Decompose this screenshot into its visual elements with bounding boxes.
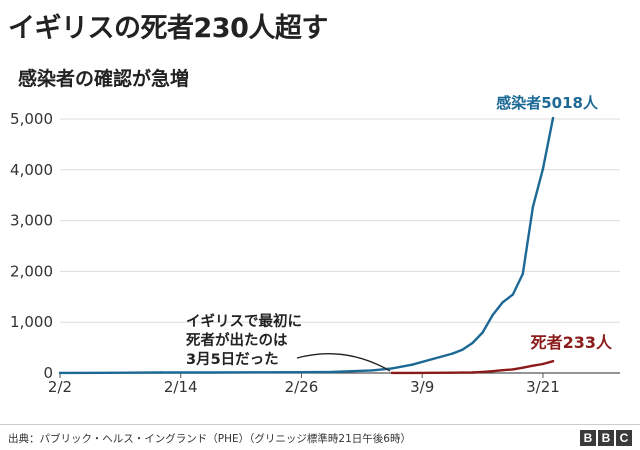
data-point-cases: [390, 367, 394, 370]
data-point-deaths: [541, 362, 545, 366]
data-point-deaths: [471, 371, 474, 374]
data-point-deaths: [511, 368, 514, 371]
data-point-deaths: [461, 371, 464, 374]
bbc-logo-block: B: [580, 430, 596, 446]
y-tick-label: 4,000: [10, 161, 53, 179]
data-point-cases: [330, 370, 333, 374]
x-tick-label: 2/26: [285, 378, 319, 396]
y-tick-label: 3,000: [10, 212, 53, 230]
data-point-cases: [451, 352, 454, 355]
y-tick-label: 0: [43, 364, 53, 382]
x-tick-label: 3/9: [410, 378, 434, 396]
data-point-cases: [461, 348, 464, 351]
bbc-logo: B B C: [580, 430, 632, 446]
data-point-deaths: [491, 370, 494, 373]
data-point-deaths: [481, 370, 484, 374]
data-point-deaths: [521, 366, 524, 369]
data-point-cases: [521, 272, 524, 276]
series-line-cases: [58, 116, 555, 375]
data-point-deaths: [551, 360, 555, 363]
y-tick-label: 5,000: [10, 110, 53, 128]
bbc-logo-block: B: [598, 430, 614, 446]
x-tick-label: 3/21: [526, 378, 560, 396]
annotation-text: 死者が出たのは: [186, 331, 288, 349]
data-point-cases: [159, 371, 162, 374]
data-point-cases: [209, 371, 213, 374]
series-label-deaths: 死者233人: [531, 333, 613, 352]
data-point-cases: [491, 313, 494, 317]
data-point-cases: [260, 371, 263, 374]
data-point-cases: [481, 331, 484, 334]
annotation-text: イギリスで最初に: [186, 312, 302, 330]
data-point-cases: [431, 357, 434, 361]
line-chart: 0 1,000 2,000 3,000 4,000 5,000 2/2 2/14 2/26 3/9…: [10, 94, 620, 396]
data-point-cases: [531, 205, 535, 209]
annotation-text: 3月5日だった: [186, 351, 279, 368]
footer-divider: [0, 424, 640, 425]
series-label-cases: 感染者5018人: [496, 94, 599, 112]
series-line-deaths: [390, 360, 555, 375]
data-point-cases: [410, 363, 414, 366]
data-point-cases: [541, 167, 545, 171]
data-point-cases: [370, 369, 374, 372]
data-point-deaths: [451, 371, 454, 374]
x-tick-label: 2/2: [48, 378, 72, 396]
data-point-cases: [58, 371, 62, 375]
chart-title: イギリスの死者230人超す: [8, 13, 328, 44]
data-point-deaths: [531, 364, 535, 367]
data-point-cases: [109, 371, 112, 374]
data-point-cases: [300, 371, 303, 374]
annotation-arrow: [296, 353, 391, 372]
data-point-deaths: [501, 369, 504, 372]
source-note: 出典：パブリック・ヘルス・イングランド（PHE）（グリニッジ標準時21日午後6時…: [8, 433, 411, 445]
x-tick-label: 2/14: [164, 378, 198, 396]
data-point-cases: [501, 301, 504, 304]
data-point-deaths: [431, 371, 434, 374]
data-point-deaths: [410, 371, 414, 375]
data-point-cases: [511, 293, 514, 296]
chart-subtitle: 感染者の確認が急増: [18, 68, 190, 90]
data-point-deaths: [390, 371, 394, 375]
data-point-cases: [350, 370, 353, 373]
data-point-cases: [471, 341, 474, 345]
y-tick-label: 2,000: [10, 262, 53, 280]
data-point-cases: [551, 116, 555, 120]
y-tick-label: 1,000: [10, 313, 53, 331]
bbc-logo-block: C: [616, 430, 632, 446]
